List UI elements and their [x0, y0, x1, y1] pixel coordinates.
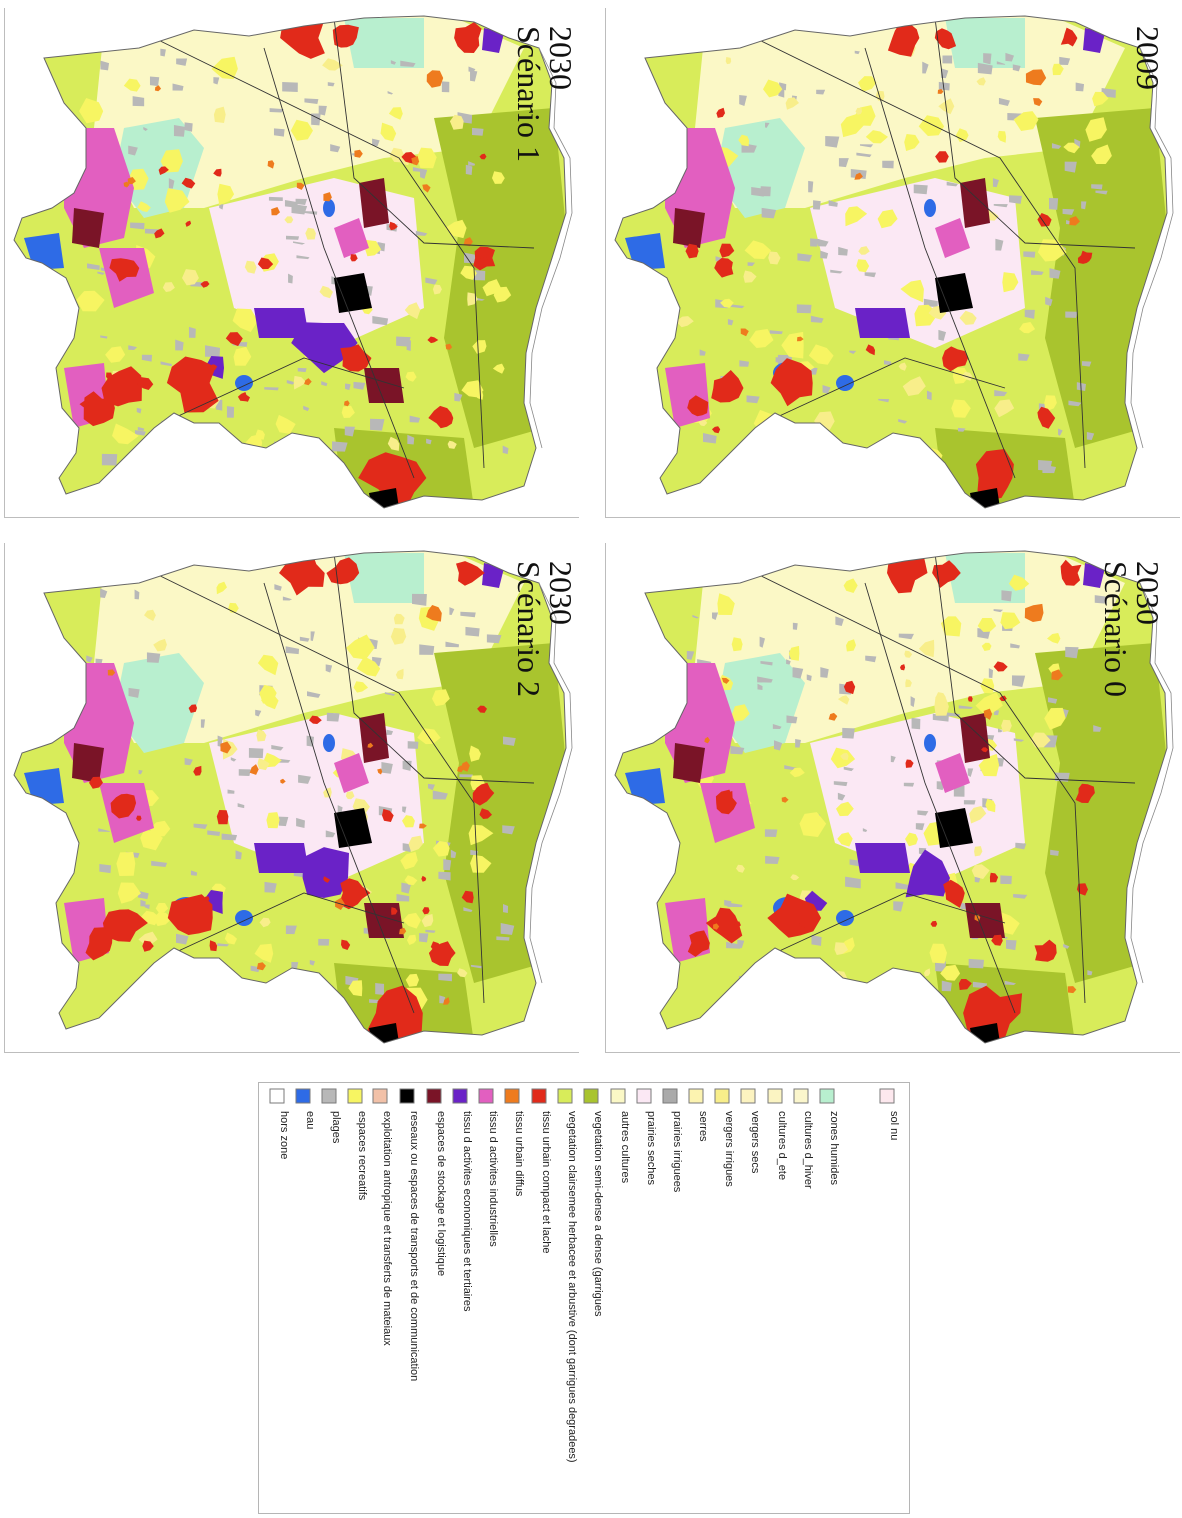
legend-swatch: [452, 1088, 468, 1104]
legend-swatch: [504, 1088, 520, 1104]
land-use-map: [614, 550, 1174, 1044]
legend-swatch: [478, 1088, 494, 1104]
legend-swatch: [767, 1088, 783, 1104]
legend-label: vegetation clairsemee herbacee et arbust…: [566, 1111, 578, 1463]
legend-label: espaces de stockage et logistique: [435, 1111, 447, 1276]
legend-label: tissu urbain diffus: [513, 1111, 525, 1197]
panel-title-line: Scénario 2: [511, 561, 547, 697]
legend-label: vegetation semi-dense a dense (garrigues: [592, 1111, 604, 1317]
legend-swatch: [583, 1088, 599, 1104]
legend-swatch: [557, 1088, 573, 1104]
map-panel-scenario-2: 2030 Scénario 2: [4, 543, 579, 1053]
map-panel-2009: 2009: [605, 8, 1180, 518]
legend-swatch: [636, 1088, 652, 1104]
map-legend: hors zone eau plages espaces recreatifs expl…: [258, 1082, 910, 1514]
land-use-map: [13, 550, 573, 1044]
legend-swatch: [610, 1088, 626, 1104]
panel-title-line: Scénario 0: [1098, 561, 1134, 697]
panel-title: 2009: [1075, 8, 1180, 258]
legend-label: hors zone: [278, 1111, 290, 1159]
panel-title-line: 2030: [1130, 561, 1166, 625]
legend-swatch: [819, 1088, 835, 1104]
legend-label: vergers secs: [749, 1111, 761, 1174]
panel-title-line: 2009: [1130, 26, 1166, 90]
legend-label: tissu d activites industrielles: [487, 1111, 499, 1247]
panel-title: 2030 Scénario 2: [474, 543, 579, 793]
legend-swatch: [531, 1088, 547, 1104]
legend-label: tissu urbain compact et lache: [540, 1111, 552, 1253]
legend-label: cultures d_hiver: [802, 1111, 814, 1189]
map-panel-scenario-1: 2030 Scénario 1: [4, 8, 579, 518]
map-panel-scenario-0: 2030 Scénario 0: [605, 543, 1180, 1053]
panel-title: 2030 Scénario 0: [1075, 543, 1180, 793]
legend-swatch: [347, 1088, 363, 1104]
legend-swatch: [879, 1088, 895, 1104]
legend-swatch: [740, 1088, 756, 1104]
legend-label: autres cultures: [619, 1111, 631, 1184]
land-use-map: [13, 15, 573, 509]
legend-label: plages: [330, 1111, 342, 1144]
legend-swatch: [688, 1088, 704, 1104]
panel-title-line: Scénario 1: [511, 26, 547, 162]
legend-label: vergers irrigues: [723, 1111, 735, 1187]
panel-title: 2030 Scénario 1: [474, 8, 579, 258]
legend-swatch: [426, 1088, 442, 1104]
legend-swatch: [399, 1088, 415, 1104]
legend-label: serres: [697, 1111, 709, 1142]
land-use-map: [614, 15, 1174, 509]
legend-items: hors zone eau plages espaces recreatifs expl…: [269, 1088, 900, 1463]
legend-swatch: [714, 1088, 730, 1104]
legend-label: espaces recreatifs: [356, 1111, 368, 1201]
legend-swatch: [662, 1088, 678, 1104]
legend-label: reseaux ou espaces de transports et de c…: [408, 1111, 420, 1381]
legend-swatch: [372, 1088, 388, 1104]
legend-label: exploitation antropique et transferts de…: [381, 1111, 393, 1346]
legend-swatch: [321, 1088, 337, 1104]
legend-label: eau: [304, 1111, 316, 1129]
legend-label: prairies irriguees: [671, 1111, 683, 1193]
legend-label: zones humides: [828, 1111, 840, 1185]
panel-title-line: 2030: [543, 561, 579, 625]
legend-swatch: [295, 1088, 311, 1104]
legend-label: sol nu: [888, 1111, 900, 1140]
legend-swatch: [793, 1088, 809, 1104]
panel-title-line: 2030: [543, 26, 579, 90]
legend-swatch: [269, 1088, 285, 1104]
legend-label: tissu d activites economiques et tertiai…: [461, 1111, 473, 1312]
legend-label: cultures d_ete: [776, 1111, 788, 1180]
legend-label: prairies seches: [645, 1111, 657, 1185]
